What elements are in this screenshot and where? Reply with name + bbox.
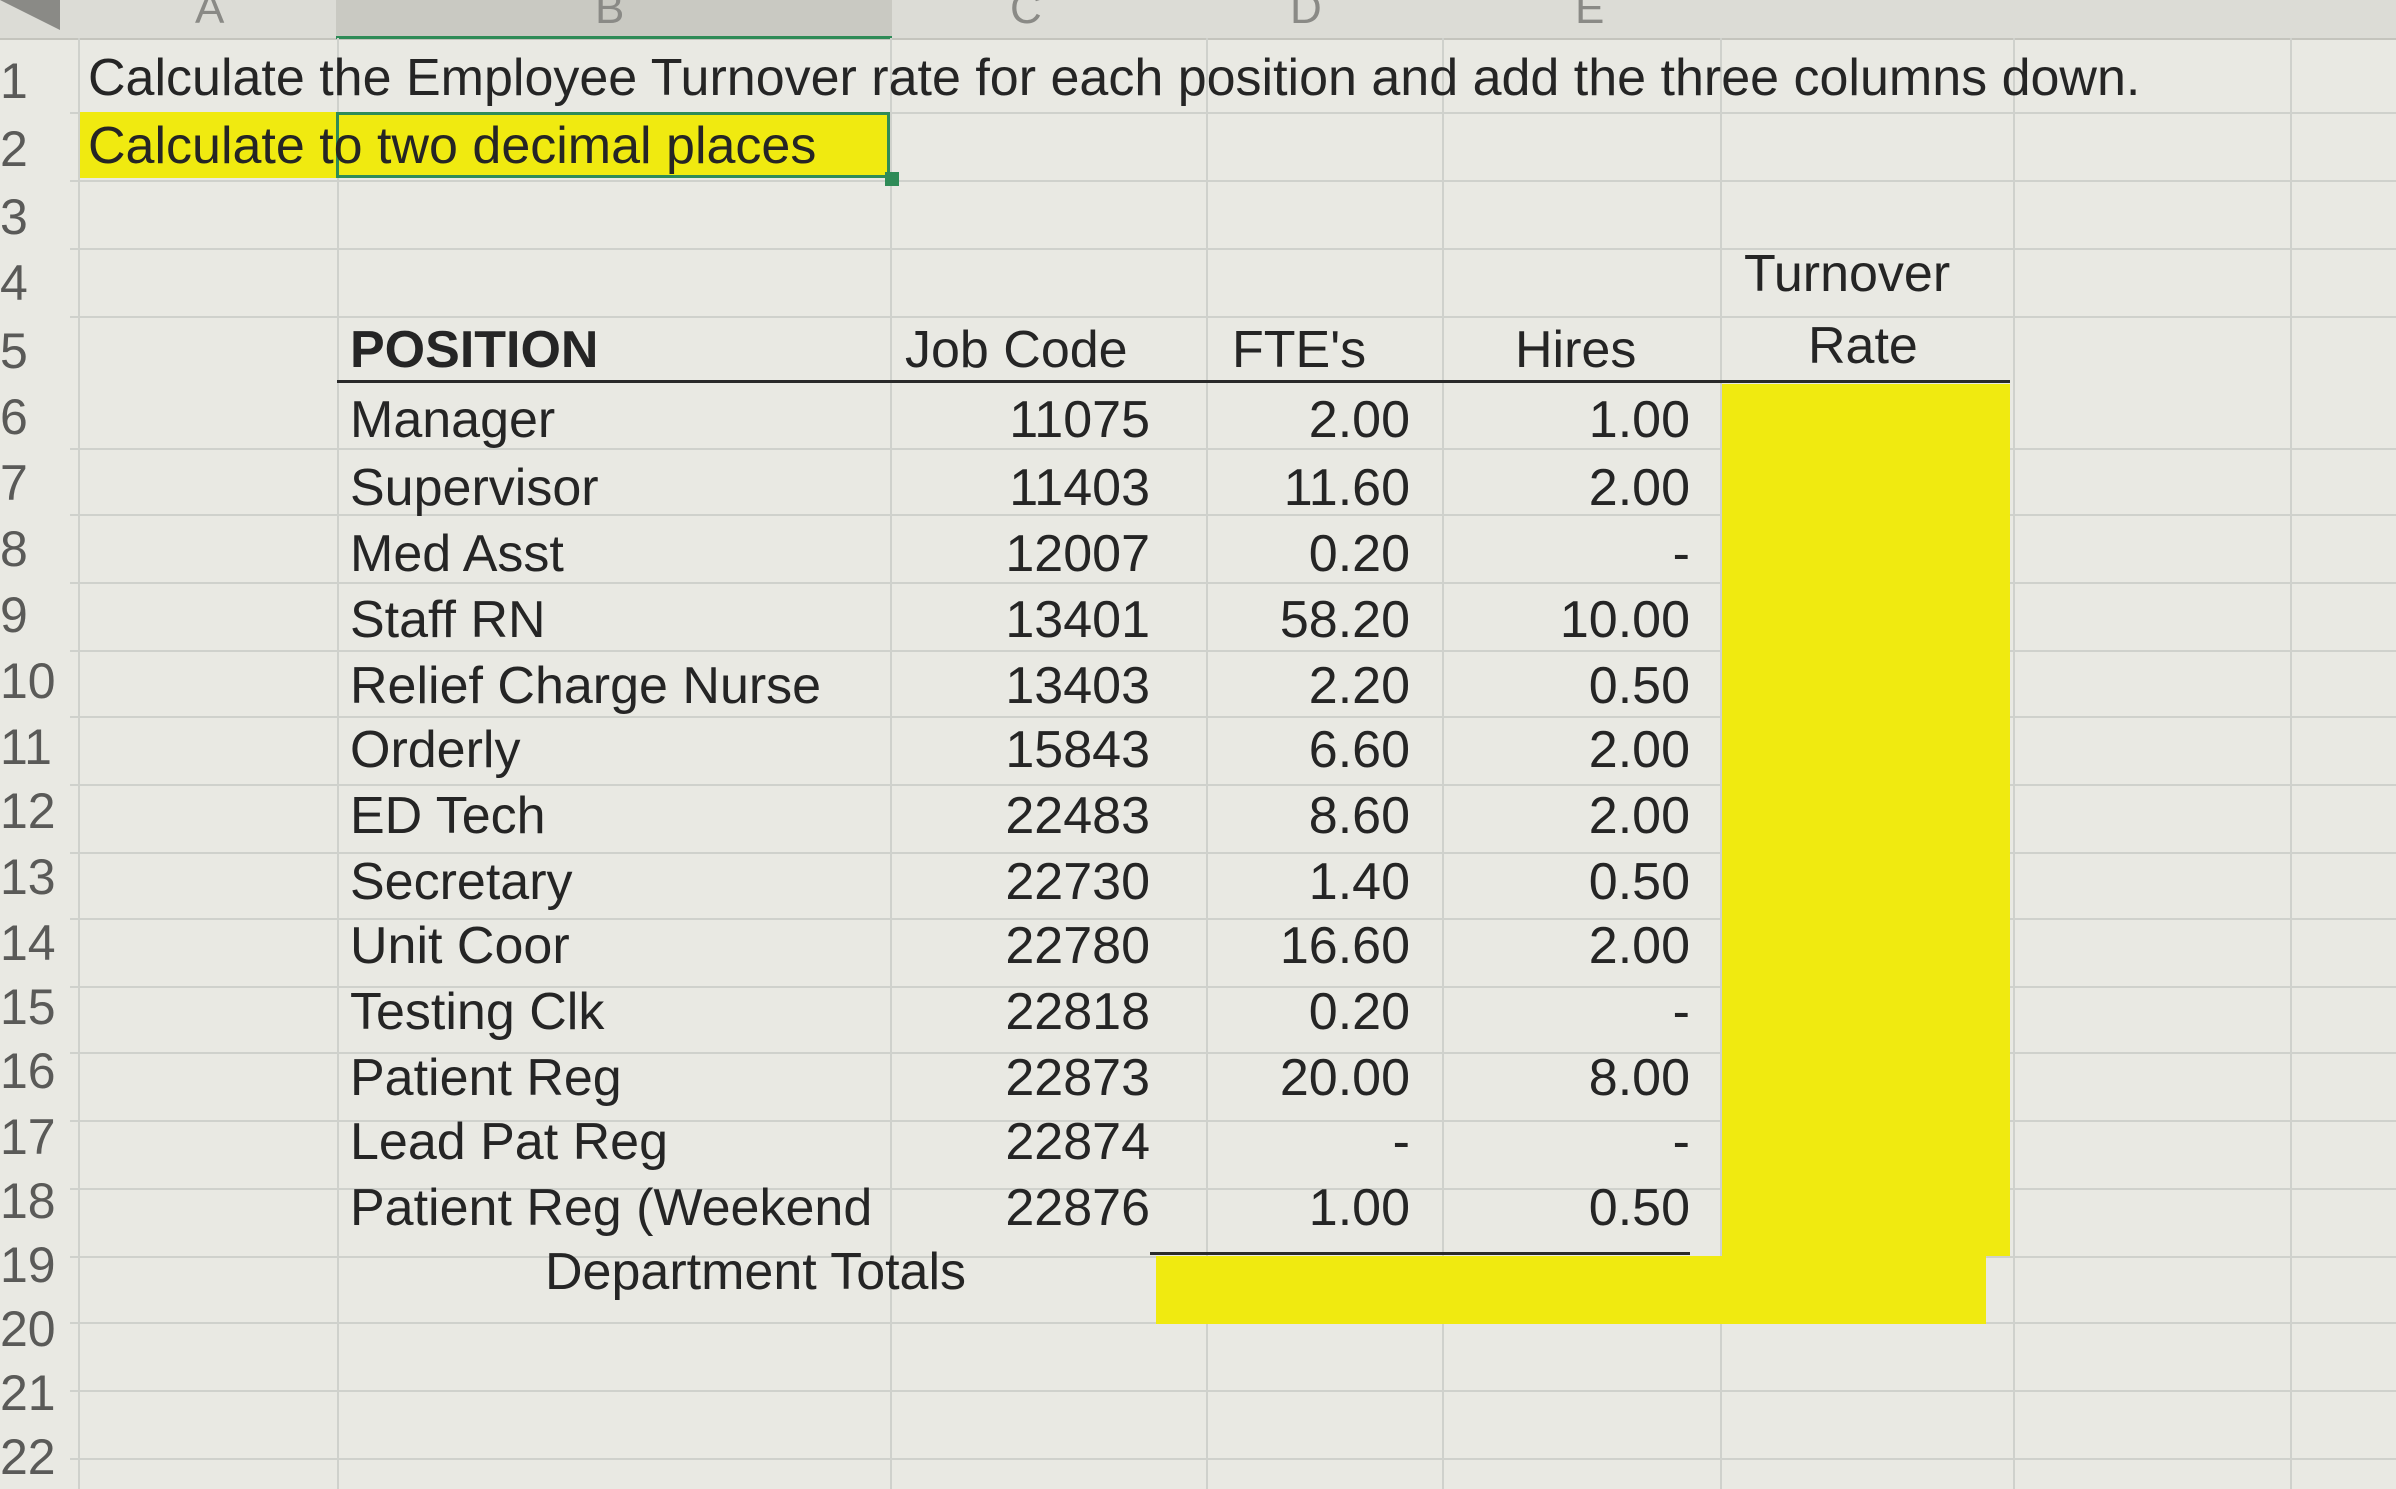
totals-top-border <box>1150 1252 1690 1255</box>
position-cell[interactable]: Staff RN <box>350 591 546 649</box>
ftes-cell[interactable]: 1.00 <box>1308 1179 1410 1237</box>
column-b-header-selected[interactable] <box>336 0 892 39</box>
row-header-8[interactable]: 8 <box>0 521 28 577</box>
position-cell[interactable]: Supervisor <box>350 459 599 517</box>
column-header-a[interactable]: A <box>195 0 225 33</box>
job-code-cell[interactable]: 11075 <box>1009 391 1150 449</box>
hires-cell[interactable]: 8.00 <box>1588 1049 1690 1107</box>
fill-handle[interactable] <box>885 172 899 186</box>
ftes-cell[interactable]: 2.00 <box>1308 391 1410 449</box>
ftes-cell[interactable]: 58.20 <box>1279 591 1410 649</box>
header-hires[interactable]: Hires <box>1515 321 1637 379</box>
ftes-cell[interactable]: 16.60 <box>1279 917 1410 975</box>
position-cell[interactable]: Orderly <box>350 721 521 779</box>
row-header-7[interactable]: 7 <box>0 455 28 511</box>
hires-cell[interactable]: 2.00 <box>1588 721 1690 779</box>
job-code-cell[interactable]: 22874 <box>1005 1113 1150 1171</box>
position-cell[interactable]: Manager <box>350 391 556 449</box>
header-turnover-line1[interactable]: Turnover <box>1744 245 1951 303</box>
position-cell[interactable]: Patient Reg <box>350 1049 622 1107</box>
job-code-cell[interactable]: 22730 <box>1005 853 1150 911</box>
row-header-3[interactable]: 3 <box>0 189 28 245</box>
position-cell[interactable]: Relief Charge Nurse <box>350 657 822 715</box>
ftes-cell[interactable]: 20.00 <box>1279 1049 1410 1107</box>
ftes-cell[interactable]: 8.60 <box>1308 787 1410 845</box>
header-job-code[interactable]: Job Code <box>905 321 1128 379</box>
row-header-18[interactable]: 18 <box>0 1173 56 1229</box>
position-cell[interactable]: ED Tech <box>350 787 546 845</box>
row-header-21[interactable]: 21 <box>0 1365 56 1421</box>
job-code-cell[interactable]: 22780 <box>1005 917 1150 975</box>
position-cell[interactable]: Testing Clk <box>350 983 605 1041</box>
hires-cell[interactable]: 1.00 <box>1588 391 1690 449</box>
hires-cell[interactable]: 2.00 <box>1588 787 1690 845</box>
row-header-9[interactable]: 9 <box>0 587 28 643</box>
job-code-cell[interactable]: 22483 <box>1005 787 1150 845</box>
row-header-4[interactable]: 4 <box>0 255 28 311</box>
row-header-22[interactable]: 22 <box>0 1429 56 1485</box>
job-code-cell[interactable]: 11403 <box>1009 459 1150 517</box>
department-totals-label[interactable]: Department Totals <box>545 1243 967 1301</box>
position-cell[interactable]: Unit Coor <box>350 917 570 975</box>
header-turnover-line2[interactable]: Rate <box>1808 317 1918 375</box>
row-header-11[interactable]: 11 <box>0 719 52 775</box>
row-header-6[interactable]: 6 <box>0 389 28 445</box>
job-code-cell[interactable]: 22818 <box>1005 983 1150 1041</box>
hires-cell[interactable]: 2.00 <box>1588 917 1690 975</box>
row-header-15[interactable]: 15 <box>0 979 56 1035</box>
select-all-corner[interactable] <box>0 0 60 30</box>
header-underline <box>337 380 2010 383</box>
job-code-cell[interactable]: 13401 <box>1005 591 1150 649</box>
row-header-14[interactable]: 14 <box>0 915 56 971</box>
hires-cell[interactable]: 0.50 <box>1588 657 1690 715</box>
job-code-cell[interactable]: 22876 <box>1005 1179 1150 1237</box>
row-header-5[interactable]: 5 <box>0 323 28 379</box>
job-code-cell[interactable]: 15843 <box>1005 721 1150 779</box>
column-header-b[interactable]: B <box>595 0 625 33</box>
column-header-e[interactable]: E <box>1575 0 1605 33</box>
instruction-line-1[interactable]: Calculate the Employee Turnover rate for… <box>88 49 2141 107</box>
hires-cell[interactable]: 0.50 <box>1588 853 1690 911</box>
ftes-cell[interactable]: 0.20 <box>1308 983 1410 1041</box>
ftes-cell[interactable]: 1.40 <box>1308 853 1410 911</box>
position-cell[interactable]: Med Asst <box>350 525 564 583</box>
column-header-d[interactable]: D <box>1290 0 1322 33</box>
job-code-cell[interactable]: 13403 <box>1005 657 1150 715</box>
row-header-17[interactable]: 17 <box>0 1109 56 1165</box>
hires-cell[interactable]: 0.50 <box>1588 1179 1690 1237</box>
header-ftes[interactable]: FTE's <box>1232 321 1367 379</box>
ftes-cell[interactable]: - <box>1392 1113 1410 1171</box>
job-code-cell[interactable]: 22873 <box>1005 1049 1150 1107</box>
hires-cell[interactable]: 10.00 <box>1559 591 1690 649</box>
ftes-cell[interactable]: 11.60 <box>1283 459 1410 517</box>
department-totals-answer-area[interactable] <box>1156 1256 1986 1324</box>
position-cell[interactable]: Patient Reg (Weekend <box>350 1179 873 1237</box>
column-header-c[interactable]: C <box>1010 0 1042 33</box>
header-position[interactable]: POSITION <box>350 321 599 379</box>
instruction-line-2[interactable]: Calculate to two decimal places <box>88 117 817 175</box>
hires-cell[interactable]: - <box>1672 983 1690 1041</box>
ftes-cell[interactable]: 0.20 <box>1308 525 1410 583</box>
position-cell[interactable]: Lead Pat Reg <box>350 1113 669 1171</box>
row-header-16[interactable]: 16 <box>0 1043 56 1099</box>
active-cell-selection[interactable] <box>336 112 890 178</box>
position-cell[interactable]: Secretary <box>350 853 573 911</box>
job-code-cell[interactable]: 12007 <box>1005 525 1150 583</box>
row-header-2[interactable]: 2 <box>0 121 28 177</box>
row-header-10[interactable]: 10 <box>0 653 56 709</box>
ftes-cell[interactable]: 6.60 <box>1308 721 1410 779</box>
row-header-19[interactable]: 19 <box>0 1237 56 1293</box>
row-header-20[interactable]: 20 <box>0 1301 56 1357</box>
hires-cell[interactable]: - <box>1672 1113 1690 1171</box>
hires-cell[interactable]: - <box>1672 525 1690 583</box>
hires-cell[interactable]: 2.00 <box>1588 459 1690 517</box>
row-header-1[interactable]: 1 <box>0 53 28 109</box>
turnover-rate-answer-area[interactable] <box>1722 384 2010 1256</box>
row-header-13[interactable]: 13 <box>0 849 56 905</box>
instruction-highlight <box>80 112 890 178</box>
row-header-12[interactable]: 12 <box>0 783 56 839</box>
ftes-cell[interactable]: 2.20 <box>1308 657 1410 715</box>
